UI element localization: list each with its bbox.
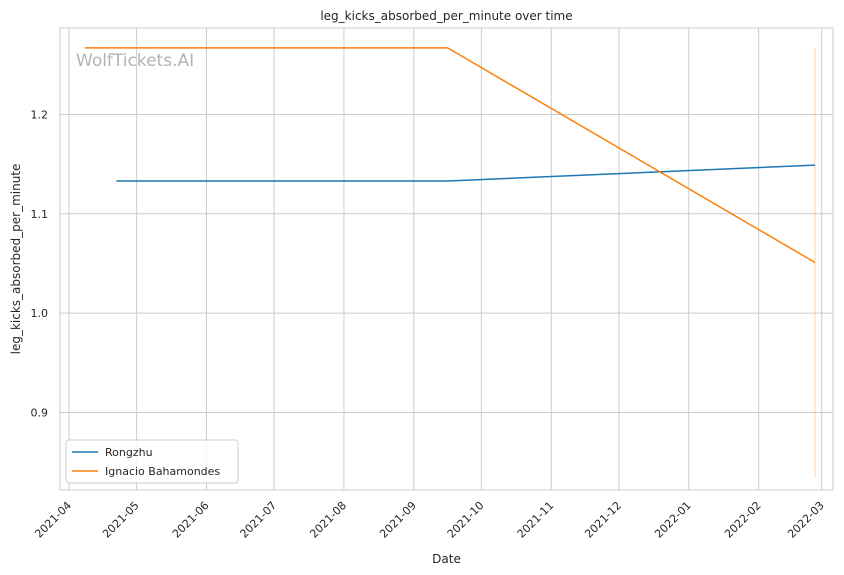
series-line-ignacio-bahamondes xyxy=(84,47,816,264)
series-layer xyxy=(84,47,816,478)
y-gridlines xyxy=(60,113,833,414)
x-tick-label: 2022-01 xyxy=(652,499,694,541)
y-tick-label: 1.2 xyxy=(31,108,49,121)
x-tick-label: 2021-11 xyxy=(515,499,557,541)
y-axis-label: leg_kicks_absorbed_per_minute xyxy=(9,164,23,355)
x-tick-label: 2021-12 xyxy=(582,499,624,541)
x-tick-labels: 2021-04 2021-05 2021-06 2021-07 2021-08 2021-… xyxy=(32,499,826,541)
x-tick-label: 2021-08 xyxy=(307,499,349,541)
x-tick-label: 2021-04 xyxy=(32,499,74,541)
x-tick-label: 2022-02 xyxy=(722,499,764,541)
legend: Rongzhu Ignacio Bahamondes xyxy=(65,439,239,484)
x-tick-label: 2022-03 xyxy=(785,499,827,541)
y-tick-label: 1.0 xyxy=(31,307,49,320)
legend-box xyxy=(65,439,239,484)
series-line-rongzhu xyxy=(116,164,816,182)
x-gridlines xyxy=(68,28,823,490)
x-axis-label: Date xyxy=(432,552,461,566)
y-tick-label: 1.1 xyxy=(31,208,49,221)
chart-title: leg_kicks_absorbed_per_minute over time xyxy=(320,9,572,23)
x-tick-label: 2021-07 xyxy=(238,499,280,541)
x-tick-label: 2021-10 xyxy=(445,499,487,541)
y-tick-labels: 0.9 1.0 1.1 1.2 xyxy=(31,108,49,419)
y-tick-label: 0.9 xyxy=(31,407,49,420)
plot-area-frame xyxy=(59,27,834,491)
watermark: WolfTickets.AI xyxy=(76,51,194,71)
legend-label-ignacio-bahamondes: Ignacio Bahamondes xyxy=(105,465,220,478)
x-tick-label: 2021-09 xyxy=(377,499,419,541)
x-tick-label: 2021-05 xyxy=(100,499,142,541)
legend-label-rongzhu: Rongzhu xyxy=(105,446,153,459)
x-tick-label: 2021-06 xyxy=(170,499,212,541)
